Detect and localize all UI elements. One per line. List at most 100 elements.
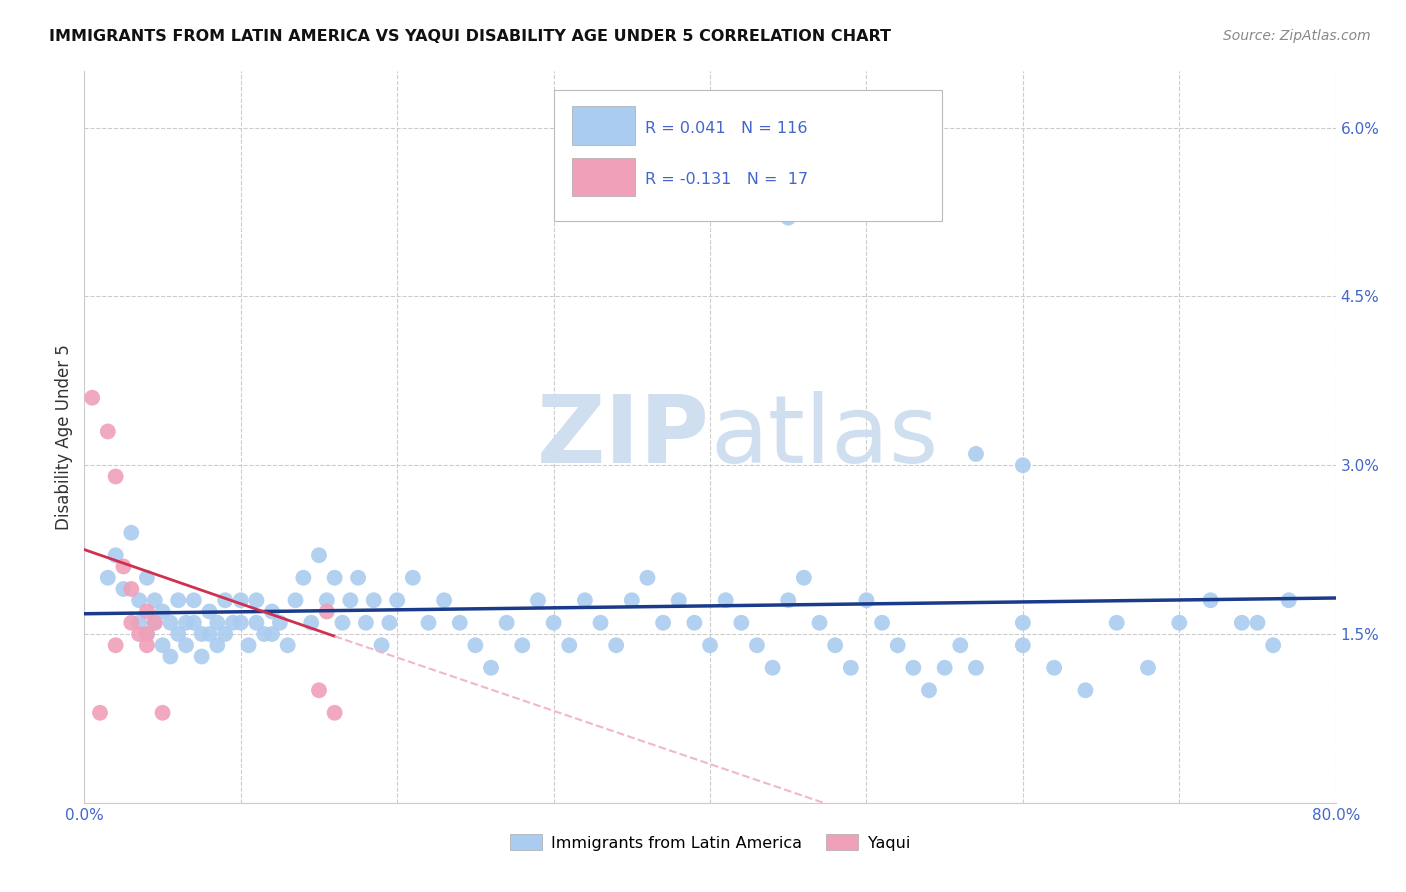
Point [174, 638, 197, 652]
Point [903, 661, 925, 675]
Legend: Immigrants from Latin America, Yaqui: Immigrants from Latin America, Yaqui [503, 828, 917, 857]
Point [332, 615, 354, 630]
Point [808, 615, 831, 630]
Point [97, 571, 120, 585]
Point [354, 615, 377, 630]
Point [89, 706, 111, 720]
Point [269, 615, 291, 630]
Point [207, 638, 229, 652]
Point [934, 661, 956, 675]
Point [699, 638, 721, 652]
Point [839, 661, 862, 675]
FancyBboxPatch shape [554, 90, 942, 221]
Point [464, 638, 486, 652]
Y-axis label: Disability Age Under 5: Disability Age Under 5 [55, 344, 73, 530]
Point [174, 615, 197, 630]
Point [159, 615, 181, 630]
Point [97, 425, 120, 439]
Point [112, 582, 135, 596]
Point [870, 615, 893, 630]
Point [339, 593, 361, 607]
Point [136, 627, 159, 641]
Point [668, 593, 690, 607]
Point [136, 627, 159, 641]
Point [284, 593, 307, 607]
Point [315, 605, 337, 619]
Text: atlas: atlas [710, 391, 938, 483]
Point [198, 627, 221, 641]
Point [222, 615, 245, 630]
Point [1012, 458, 1035, 473]
Point [762, 661, 785, 675]
Point [128, 593, 150, 607]
Point [292, 571, 315, 585]
Point [229, 593, 252, 607]
Point [104, 469, 127, 483]
Point [1012, 615, 1035, 630]
Point [183, 593, 205, 607]
Point [308, 683, 330, 698]
Point [887, 638, 910, 652]
Point [574, 593, 596, 607]
Point [262, 605, 284, 619]
Point [120, 615, 142, 630]
Point [143, 615, 166, 630]
Point [128, 615, 150, 630]
Point [308, 548, 330, 562]
Point [512, 638, 534, 652]
Point [918, 683, 941, 698]
Point [120, 525, 142, 540]
Point [1230, 615, 1253, 630]
Point [620, 593, 643, 607]
Point [433, 593, 456, 607]
Point [1105, 615, 1128, 630]
Point [136, 571, 159, 585]
Point [229, 615, 252, 630]
Point [1168, 615, 1191, 630]
Point [543, 615, 565, 630]
Point [104, 638, 127, 652]
Point [120, 582, 142, 596]
Point [277, 638, 299, 652]
Point [378, 615, 401, 630]
Point [207, 615, 229, 630]
Point [262, 627, 284, 641]
Point [370, 638, 392, 652]
Point [589, 615, 612, 630]
Point [1012, 638, 1035, 652]
Point [637, 571, 659, 585]
Point [652, 615, 675, 630]
Point [778, 211, 800, 225]
Point [855, 593, 877, 607]
Text: Source: ZipAtlas.com: Source: ZipAtlas.com [1223, 29, 1371, 43]
Point [1199, 593, 1222, 607]
Point [128, 627, 150, 641]
Point [152, 638, 174, 652]
Point [418, 615, 440, 630]
Point [159, 649, 181, 664]
Point [136, 605, 159, 619]
Point [136, 638, 159, 652]
Text: IMMIGRANTS FROM LATIN AMERICA VS YAQUI DISABILITY AGE UNDER 5 CORRELATION CHART: IMMIGRANTS FROM LATIN AMERICA VS YAQUI D… [49, 29, 891, 44]
Point [745, 638, 768, 652]
Point [1074, 683, 1097, 698]
Point [214, 593, 236, 607]
Point [167, 593, 190, 607]
Point [558, 638, 581, 652]
Point [1136, 661, 1159, 675]
Point [112, 559, 135, 574]
Point [479, 661, 502, 675]
Point [363, 593, 385, 607]
Point [152, 605, 174, 619]
Point [949, 638, 972, 652]
Point [323, 706, 346, 720]
Point [1043, 661, 1066, 675]
Point [152, 706, 174, 720]
FancyBboxPatch shape [572, 106, 636, 145]
Point [730, 615, 752, 630]
Point [143, 615, 166, 630]
FancyBboxPatch shape [572, 158, 636, 195]
Text: R = -0.131   N =  17: R = -0.131 N = 17 [645, 172, 808, 187]
Point [1246, 615, 1268, 630]
Text: R = 0.041   N = 116: R = 0.041 N = 116 [645, 121, 807, 136]
